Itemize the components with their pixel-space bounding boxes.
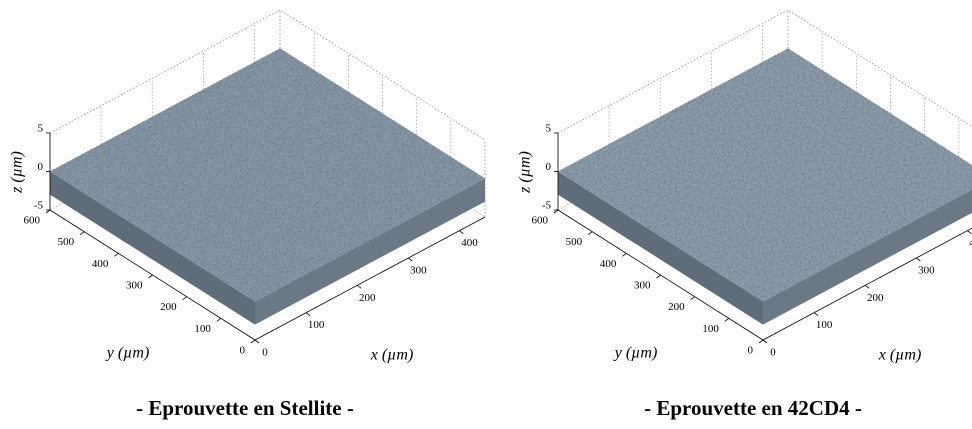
tick-mark — [79, 231, 85, 235]
x-tick-label: 100 — [816, 319, 833, 331]
y-tick-label: 400 — [600, 258, 617, 270]
surface-side — [50, 171, 255, 325]
tick-mark — [254, 339, 260, 344]
z-tick-label: -5 — [34, 200, 44, 212]
y-tick-label: 600 — [24, 215, 41, 227]
tick-mark — [114, 253, 119, 257]
x-tick-label: 0 — [770, 347, 776, 359]
surface-side — [558, 171, 763, 325]
tick-mark — [305, 312, 311, 316]
y-axis-label: y (µm) — [613, 345, 658, 362]
z-axis-label: z (µm) — [517, 151, 534, 194]
tick-mark — [250, 339, 256, 344]
y-axis-label: y (µm) — [105, 345, 150, 362]
tick-mark — [864, 285, 870, 289]
tick-mark — [356, 285, 362, 289]
tick-mark — [553, 209, 559, 214]
tick-mark — [459, 230, 464, 234]
x-tick-label: 300 — [410, 265, 427, 277]
tick-mark — [916, 257, 921, 262]
tick-mark — [724, 318, 730, 322]
x-tick-label: 300 — [918, 265, 935, 277]
y-tick-label: 300 — [634, 280, 651, 292]
x-axis-label: x (µm) — [370, 347, 414, 364]
tick-mark — [967, 230, 972, 234]
x-tick-label: 100 — [308, 319, 325, 331]
y-tick-label: 400 — [92, 258, 109, 270]
caption: - Eprouvette en Stellite - — [136, 396, 354, 420]
y-tick-label: 200 — [160, 301, 177, 313]
x-tick-label: 400 — [461, 237, 478, 249]
tick-mark — [813, 312, 819, 316]
tick-mark — [216, 318, 222, 322]
tick-mark — [587, 231, 593, 235]
y-tick-label: 500 — [566, 236, 583, 248]
tick-mark — [182, 296, 187, 300]
tick-mark — [656, 274, 661, 279]
y-tick-label: 200 — [668, 301, 685, 313]
z-tick-label: 5 — [546, 123, 552, 135]
tick-mark — [148, 274, 153, 279]
surface-side — [763, 189, 972, 325]
tick-mark — [622, 253, 627, 257]
surface — [558, 48, 972, 302]
tick-mark — [758, 339, 764, 344]
tick-mark — [45, 209, 51, 214]
x-axis-label: x (µm) — [878, 347, 922, 364]
y-tick-label: 100 — [702, 323, 719, 335]
tick-mark — [408, 257, 413, 262]
tick-mark — [690, 296, 695, 300]
y-tick-label: 600 — [532, 215, 549, 227]
y-tick-label: 300 — [126, 280, 143, 292]
z-tick-label: 5 — [38, 123, 44, 135]
z-tick-label: 0 — [38, 161, 44, 173]
caption: - Eprouvette en 42CD4 - — [644, 396, 862, 420]
y-tick-label: 0 — [240, 345, 246, 357]
surface — [50, 48, 485, 302]
surface-side — [255, 178, 485, 325]
x-tick-label: 0 — [262, 347, 268, 359]
x-tick-label: 400 — [969, 237, 972, 249]
z-tick-label: 0 — [546, 161, 552, 173]
z-axis-label: z (µm) — [9, 151, 26, 194]
y-tick-label: 100 — [194, 323, 211, 335]
y-tick-label: 0 — [748, 345, 754, 357]
x-tick-label: 200 — [867, 292, 884, 304]
x-tick-label: 200 — [359, 292, 376, 304]
tick-mark — [762, 339, 768, 344]
z-tick-label: -5 — [542, 200, 552, 212]
y-tick-label: 500 — [58, 236, 75, 248]
